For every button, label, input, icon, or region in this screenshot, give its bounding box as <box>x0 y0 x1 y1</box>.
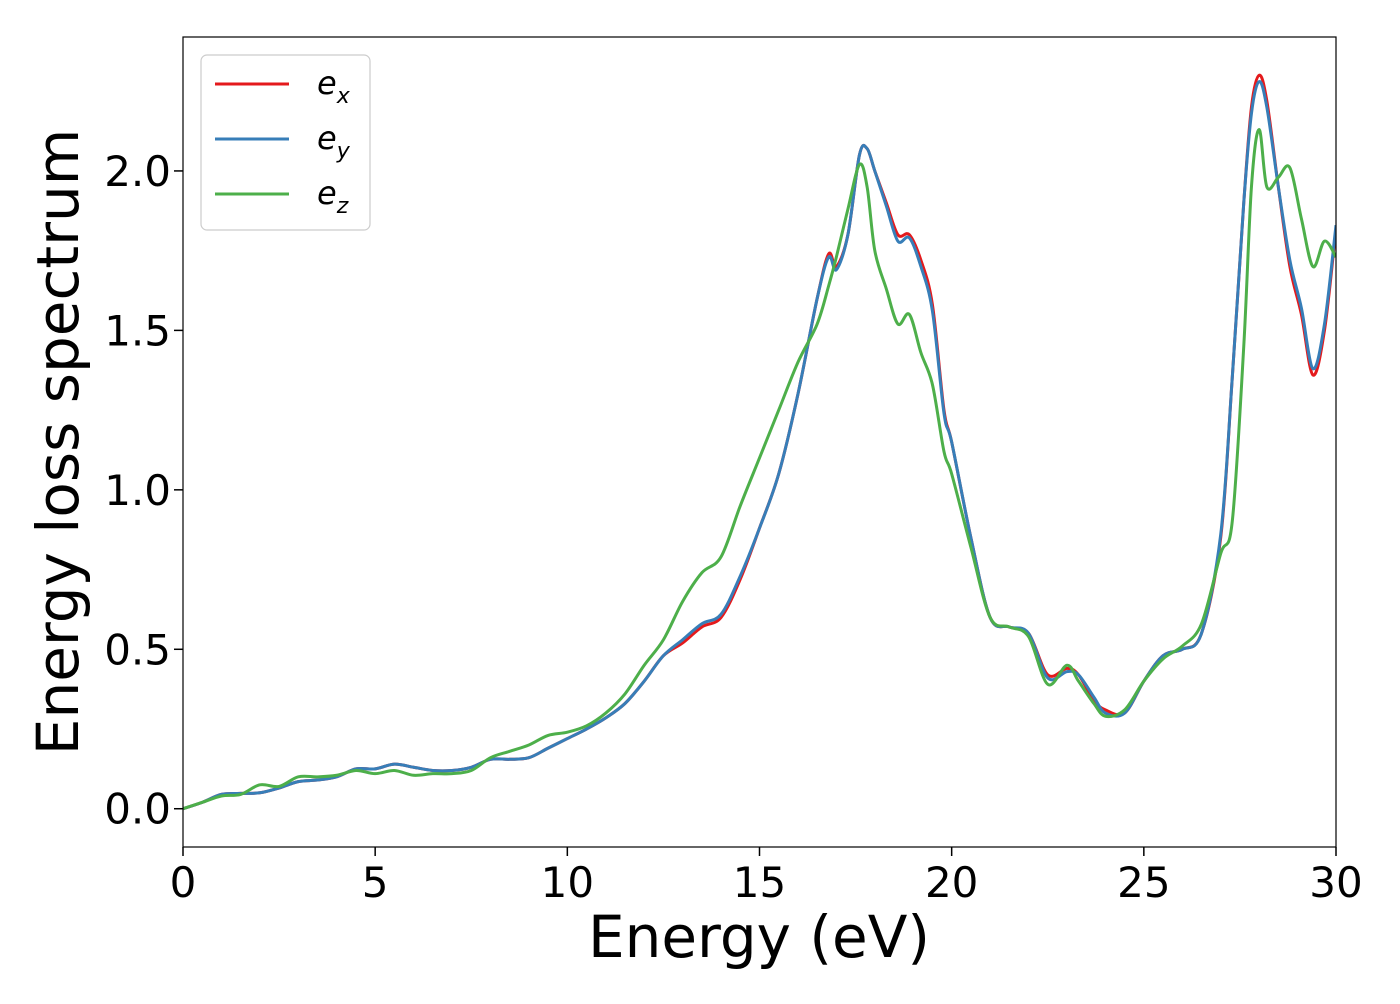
series-layer <box>183 73 1336 811</box>
x-tick-label: 10 <box>541 858 594 907</box>
y-tick-label: 1.5 <box>104 306 171 355</box>
x-tick-label: 25 <box>1117 858 1170 907</box>
series-line-z <box>183 127 1336 811</box>
y-tick-label: 0.5 <box>104 625 171 674</box>
x-tick-label: 30 <box>1309 858 1362 907</box>
plot-background <box>183 37 1336 847</box>
y-tick-label: 0.0 <box>104 785 171 834</box>
series-line-y <box>183 80 1336 811</box>
y-tick-label: 2.0 <box>104 147 171 196</box>
y-axis: 0.0 0.5 1.0 1.5 2.0 <box>104 147 183 834</box>
y-axis-title: Energy loss spectrum <box>24 129 92 755</box>
x-axis-title: Energy (eV) <box>588 903 930 971</box>
x-tick-label: 0 <box>170 858 197 907</box>
x-tick-label: 20 <box>925 858 978 907</box>
y-tick-label: 1.0 <box>104 466 171 515</box>
x-tick-label: 5 <box>362 858 389 907</box>
legend-box <box>200 54 371 231</box>
x-tick-label: 15 <box>733 858 786 907</box>
x-axis: 0 5 10 15 20 25 30 <box>170 847 1363 907</box>
